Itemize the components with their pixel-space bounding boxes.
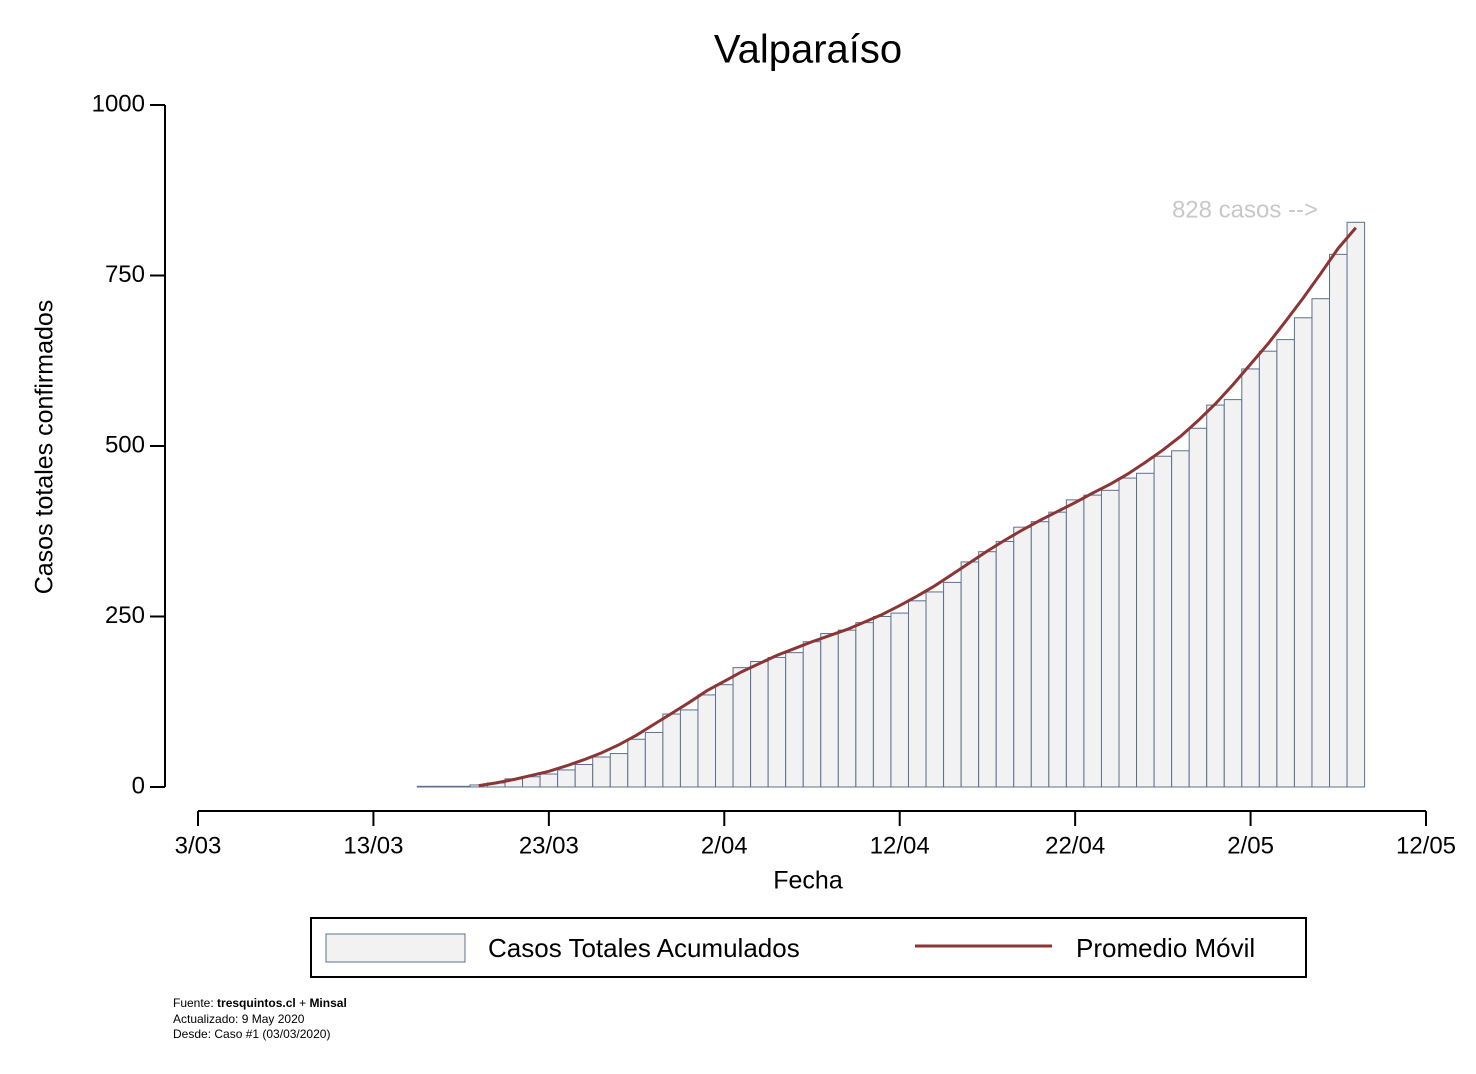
y-axis-label: Casos totales confirmados bbox=[31, 300, 59, 595]
bar bbox=[644, 731, 664, 788]
footer-text: tresquintos.cl bbox=[217, 996, 296, 1010]
bar bbox=[1118, 477, 1138, 788]
bar bbox=[978, 551, 997, 788]
bar bbox=[750, 661, 769, 788]
footer-text: + bbox=[299, 996, 306, 1010]
bar bbox=[1223, 399, 1243, 788]
bar bbox=[820, 633, 839, 788]
bar bbox=[1346, 221, 1366, 788]
bar bbox=[1258, 350, 1278, 788]
bar bbox=[592, 756, 611, 788]
y-tick-label: 250 bbox=[105, 602, 145, 629]
bar bbox=[767, 656, 787, 788]
bar bbox=[890, 612, 909, 788]
bar bbox=[697, 694, 717, 788]
bar bbox=[416, 785, 436, 788]
bar bbox=[1030, 521, 1050, 788]
bar bbox=[1293, 317, 1313, 788]
legend-swatch bbox=[325, 933, 466, 963]
x-tick-label: 2/04 bbox=[701, 832, 748, 859]
bar bbox=[1153, 455, 1173, 788]
bar bbox=[715, 684, 734, 788]
bar bbox=[679, 709, 699, 788]
bar bbox=[1241, 368, 1260, 788]
bar bbox=[1013, 526, 1032, 788]
x-tick-label: 23/03 bbox=[519, 832, 579, 859]
annotation: 828 casos --> bbox=[1172, 196, 1318, 223]
legend-label: Promedio Móvil bbox=[1076, 933, 1255, 963]
bar bbox=[1276, 339, 1295, 788]
bar bbox=[1083, 494, 1102, 788]
bar bbox=[855, 622, 874, 788]
bar bbox=[802, 641, 822, 788]
x-tick-label: 12/05 bbox=[1396, 832, 1456, 859]
y-tick-label: 500 bbox=[105, 431, 145, 458]
x-axis-label: Fecha bbox=[773, 867, 843, 895]
bar bbox=[732, 667, 752, 788]
bar bbox=[1206, 404, 1225, 788]
bar bbox=[434, 785, 453, 788]
y-tick-label: 1000 bbox=[92, 90, 145, 117]
chart-title: Valparaíso bbox=[714, 28, 902, 72]
bar bbox=[872, 616, 892, 788]
legend bbox=[310, 917, 1307, 978]
bar bbox=[907, 600, 927, 788]
footer-text: Minsal bbox=[309, 996, 346, 1010]
bar bbox=[627, 738, 646, 788]
bar bbox=[943, 581, 962, 788]
bar bbox=[574, 763, 594, 788]
bar bbox=[1329, 253, 1348, 788]
bar bbox=[1188, 427, 1208, 788]
bar bbox=[451, 785, 471, 788]
line bbox=[478, 226, 1357, 788]
bar bbox=[662, 713, 681, 788]
bar bbox=[1171, 450, 1190, 788]
footer-text: Actualizado: 9 May 2020 bbox=[173, 1012, 305, 1026]
bar bbox=[1136, 472, 1155, 788]
bar bbox=[1311, 298, 1331, 788]
bar bbox=[960, 561, 980, 788]
x-tick-label: 3/03 bbox=[175, 832, 222, 859]
footer-text: Fuente: bbox=[173, 996, 214, 1010]
x-tick-label: 22/04 bbox=[1045, 832, 1105, 859]
y-tick-label: 0 bbox=[132, 772, 145, 799]
footer-source: Fuente: tresquintos.cl + Minsal bbox=[173, 996, 347, 1010]
bar bbox=[1048, 511, 1067, 788]
footer-text: Desde: Caso #1 (03/03/2020) bbox=[173, 1027, 330, 1041]
bar bbox=[609, 753, 629, 788]
bar bbox=[1065, 499, 1085, 788]
x-tick-label: 2/05 bbox=[1227, 832, 1274, 859]
bar bbox=[557, 769, 576, 788]
bar bbox=[995, 540, 1015, 788]
y-tick-label: 750 bbox=[105, 261, 145, 288]
bar bbox=[785, 652, 804, 788]
bar bbox=[539, 773, 559, 788]
bar bbox=[1100, 489, 1120, 788]
bar bbox=[925, 591, 945, 788]
legend-label: Casos Totales Acumulados bbox=[488, 933, 800, 963]
x-tick-label: 12/04 bbox=[870, 832, 930, 859]
bar bbox=[837, 629, 857, 788]
x-tick-label: 13/03 bbox=[343, 832, 403, 859]
